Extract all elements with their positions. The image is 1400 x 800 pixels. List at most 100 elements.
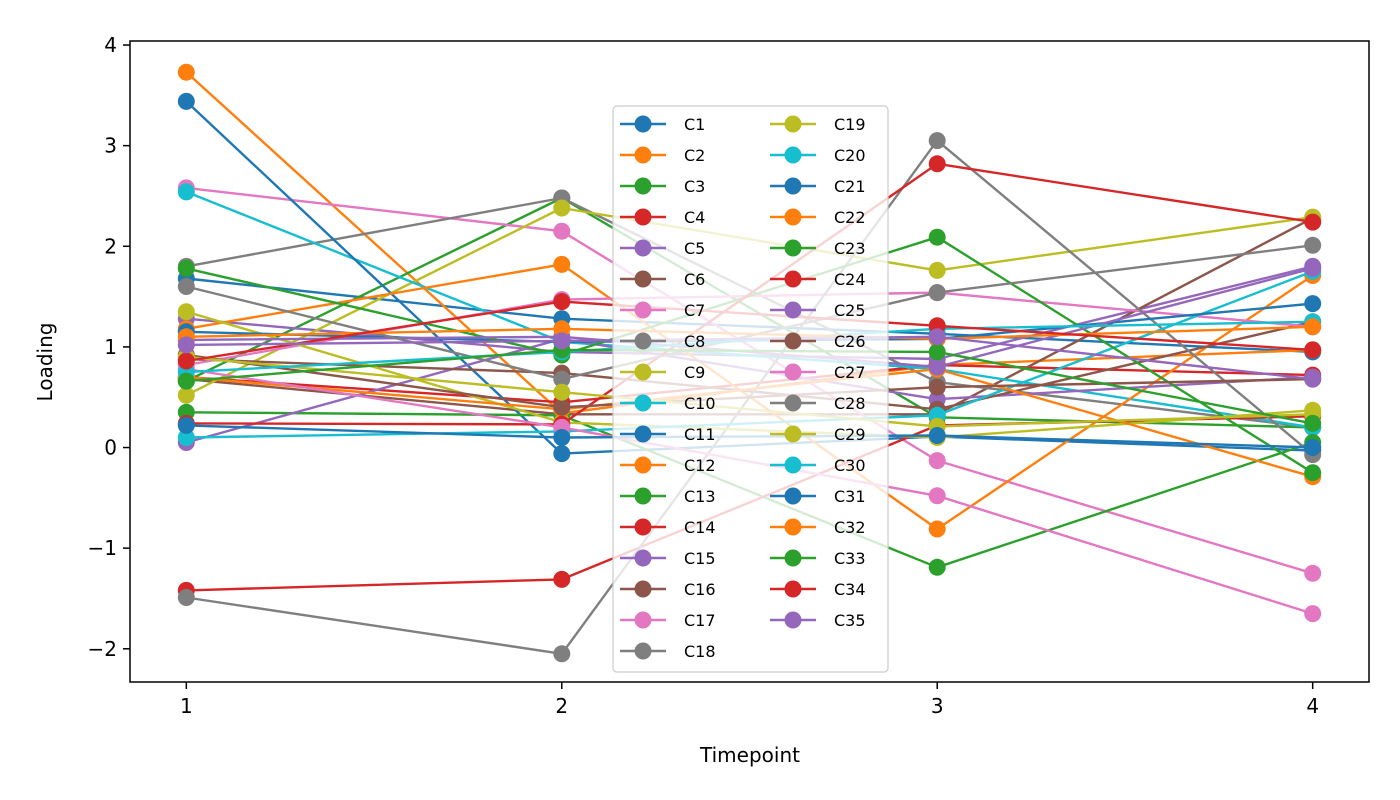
data-point (1304, 464, 1322, 482)
data-point (553, 320, 571, 338)
legend-label: C25 (834, 301, 866, 320)
legend-item-c30: C30 (770, 456, 866, 475)
legend-marker (634, 115, 652, 133)
legend-label: C31 (834, 487, 866, 506)
legend-item-c10: C10 (620, 394, 716, 413)
legend-item-c4: C4 (620, 208, 705, 227)
legend-marker (634, 518, 652, 536)
data-point (928, 487, 946, 505)
legend-label: C9 (684, 363, 705, 382)
plot-frame (129, 40, 1370, 683)
legend-label: C15 (684, 549, 716, 568)
legend-label: C32 (834, 518, 866, 537)
legend-label: C2 (684, 146, 705, 165)
legend-marker (634, 487, 652, 505)
legend-marker (634, 332, 652, 350)
legend-marker (784, 177, 802, 195)
data-point (177, 92, 195, 110)
x-tick-label: 1 (180, 694, 193, 718)
legend-marker (634, 146, 652, 164)
legend-marker (784, 115, 802, 133)
legend-label: C4 (684, 208, 705, 227)
legend-label: C20 (834, 146, 866, 165)
data-point (177, 63, 195, 81)
data-point (1304, 414, 1322, 432)
legend-label: C33 (834, 549, 866, 568)
legend-item-c13: C13 (620, 487, 716, 506)
y-tick-label: −2 (88, 637, 117, 661)
data-point (177, 352, 195, 370)
data-point (1304, 295, 1322, 313)
x-tick-label: 2 (555, 694, 568, 718)
data-point (177, 259, 195, 277)
legend-label: C6 (684, 270, 705, 289)
legend-marker (634, 549, 652, 567)
legend-label: C16 (684, 580, 716, 599)
legend-label: C22 (834, 208, 866, 227)
legend-item-c27: C27 (770, 363, 866, 382)
legend-item-c28: C28 (770, 394, 866, 413)
legend-item-c3: C3 (620, 177, 705, 196)
legend-marker (784, 301, 802, 319)
legend-marker (784, 208, 802, 226)
data-point (928, 328, 946, 346)
legend-item-c19: C19 (770, 115, 866, 134)
legend-label: C10 (684, 394, 716, 413)
legend-label: C7 (684, 301, 705, 320)
data-point (928, 132, 946, 150)
data-point (553, 293, 571, 311)
data-point (928, 558, 946, 576)
legend-item-c22: C22 (770, 208, 866, 227)
legend-marker (634, 177, 652, 195)
legend-label: C5 (684, 239, 705, 258)
x-tick-label: 3 (931, 694, 944, 718)
legend-item-c18: C18 (620, 642, 716, 661)
legend-marker (784, 487, 802, 505)
legend-marker (784, 146, 802, 164)
data-point (177, 416, 195, 434)
legend-marker (784, 580, 802, 598)
data-point (553, 383, 571, 401)
legend-marker (634, 456, 652, 474)
legend-item-c21: C21 (770, 177, 866, 196)
data-point (177, 336, 195, 354)
legend-marker (634, 301, 652, 319)
data-point (928, 452, 946, 470)
data-point (177, 429, 195, 446)
legend-item-c14: C14 (620, 518, 716, 537)
legend-marker (784, 239, 802, 257)
data-point (928, 228, 946, 246)
data-point (553, 255, 571, 273)
legend-label: C29 (834, 425, 866, 444)
data-point (177, 183, 195, 201)
legend-item-c33: C33 (770, 549, 866, 568)
legend-marker (634, 363, 652, 381)
legend-item-c16: C16 (620, 580, 716, 599)
data-point (1304, 318, 1322, 336)
legend-label: C21 (834, 177, 866, 196)
data-point (928, 261, 946, 279)
legend-item-c15: C15 (620, 549, 716, 568)
data-point (928, 378, 946, 396)
legend-marker (784, 518, 802, 536)
y-axis-label: Loading (33, 323, 57, 402)
legend-marker (784, 549, 802, 567)
data-point (1304, 213, 1322, 231)
legend-label: C23 (834, 239, 866, 258)
legend-label: C18 (684, 642, 716, 661)
data-point (1304, 341, 1322, 359)
legend-item-c11: C11 (620, 425, 716, 444)
legend-item-c17: C17 (620, 611, 716, 630)
legend-marker (784, 611, 802, 629)
legend: C1 C2 C3 C4 C5 C6 C7 C8 C9 C10 C11 C12 C13 C14 C15 C16 C… (612, 105, 889, 673)
legend-label: C11 (684, 425, 716, 444)
data-point (553, 570, 571, 588)
legend-label: C14 (684, 518, 716, 537)
y-tick-label: 2 (104, 234, 117, 258)
legend-label: C8 (684, 332, 705, 351)
data-point (928, 427, 946, 444)
legend-label: C17 (684, 611, 716, 630)
y-tick-label: −1 (88, 536, 117, 560)
